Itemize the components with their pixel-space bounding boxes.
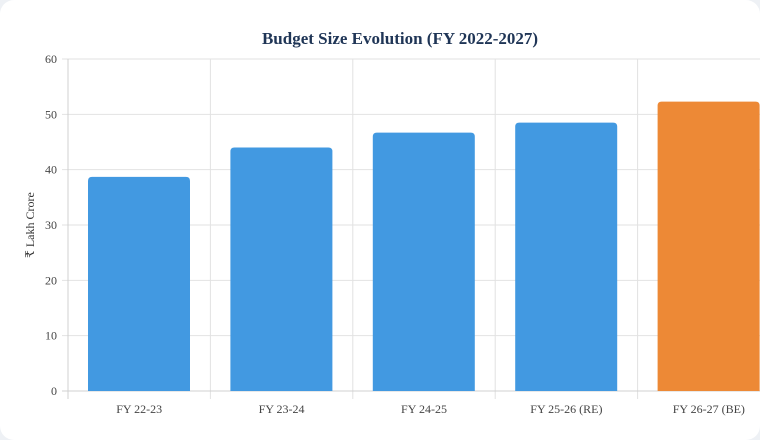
bar-5 [657, 101, 760, 392]
y-tick-label: 40 [45, 163, 57, 177]
x-tick-label: FY 26-27 (BE) [673, 402, 745, 416]
chart-title: Budget Size Evolution (FY 2022-2027) [261, 29, 539, 48]
x-tick-label: FY 24-25 [401, 402, 447, 416]
bar-4 [515, 122, 618, 391]
bar-2 [230, 147, 333, 391]
y-tick-label: 0 [51, 384, 57, 398]
y-tick-label: 20 [45, 273, 57, 287]
bar-1 [88, 176, 190, 391]
bar-3 [372, 132, 475, 392]
y-tick-label: 10 [45, 329, 57, 343]
y-tick-label: 50 [45, 107, 57, 121]
x-tick-label: FY 22-23 [116, 402, 162, 416]
y-tick-label: 60 [45, 52, 57, 66]
x-tick-label: FY 25-26 (RE) [530, 402, 602, 416]
x-tick-label: FY 23-24 [259, 402, 305, 416]
y-tick-label: 30 [45, 218, 57, 232]
y-axis-label: ₹ Lakh Crore [23, 192, 37, 258]
